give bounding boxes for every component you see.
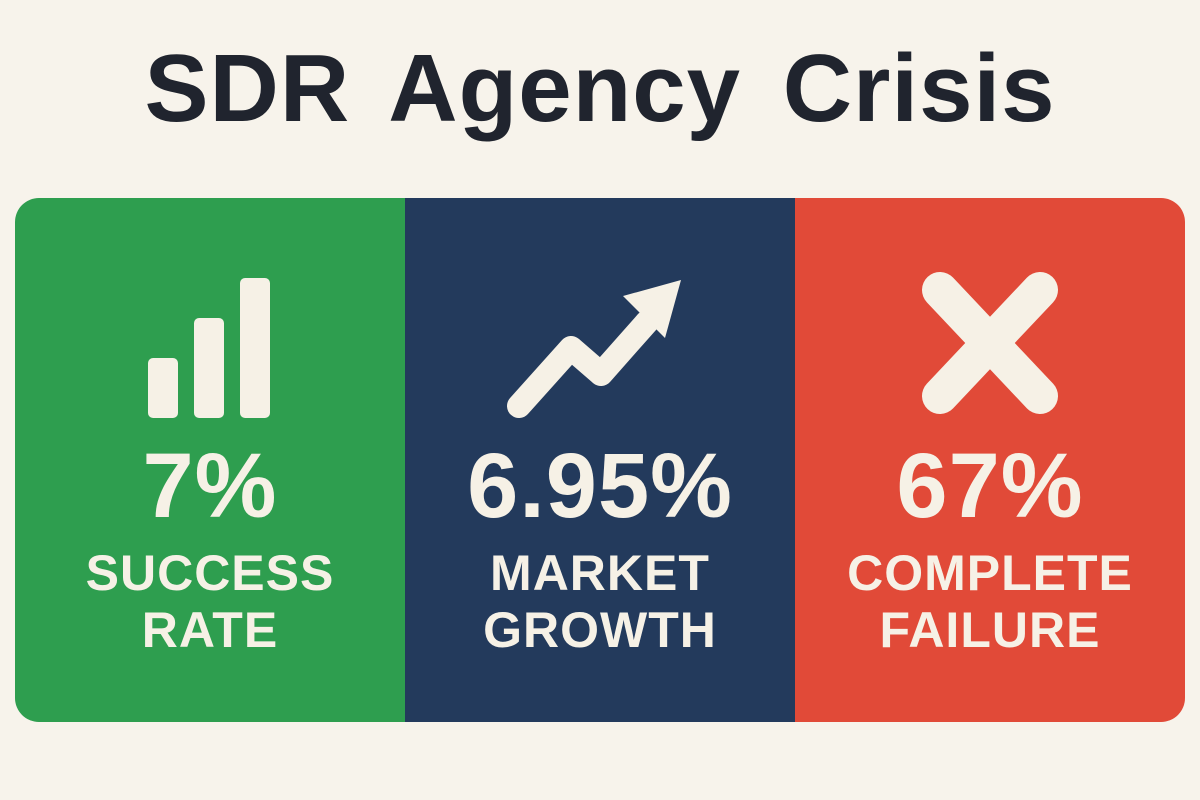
stat-panels: 7% SUCCESS RATE 6.95% MARKET GROWTH bbox=[15, 198, 1185, 722]
panel-success-rate: 7% SUCCESS RATE bbox=[15, 198, 405, 722]
stat-value: 6.95% bbox=[467, 435, 733, 537]
page-title: SDR Agency Crisis bbox=[144, 35, 1056, 142]
stat-label-line1: SUCCESS bbox=[85, 544, 335, 601]
stat-label-line2: RATE bbox=[141, 601, 279, 658]
stat-label-line1: COMPLETE bbox=[847, 544, 1133, 601]
stat-value: 67% bbox=[896, 435, 1084, 537]
stat-label: COMPLETE FAILURE bbox=[847, 545, 1133, 659]
panel-complete-failure: 67% COMPLETE FAILURE bbox=[795, 198, 1185, 722]
stat-label: MARKET GROWTH bbox=[483, 545, 717, 659]
stat-label: SUCCESS RATE bbox=[86, 545, 335, 659]
stat-label-line2: FAILURE bbox=[879, 601, 1101, 658]
stat-label-line1: MARKET bbox=[490, 544, 710, 601]
bar-chart-icon bbox=[140, 258, 280, 418]
x-icon bbox=[912, 258, 1068, 418]
stat-value: 7% bbox=[142, 435, 278, 537]
stat-label-line2: GROWTH bbox=[483, 601, 717, 658]
panel-market-growth: 6.95% MARKET GROWTH bbox=[405, 198, 795, 722]
trending-up-icon bbox=[505, 258, 695, 418]
